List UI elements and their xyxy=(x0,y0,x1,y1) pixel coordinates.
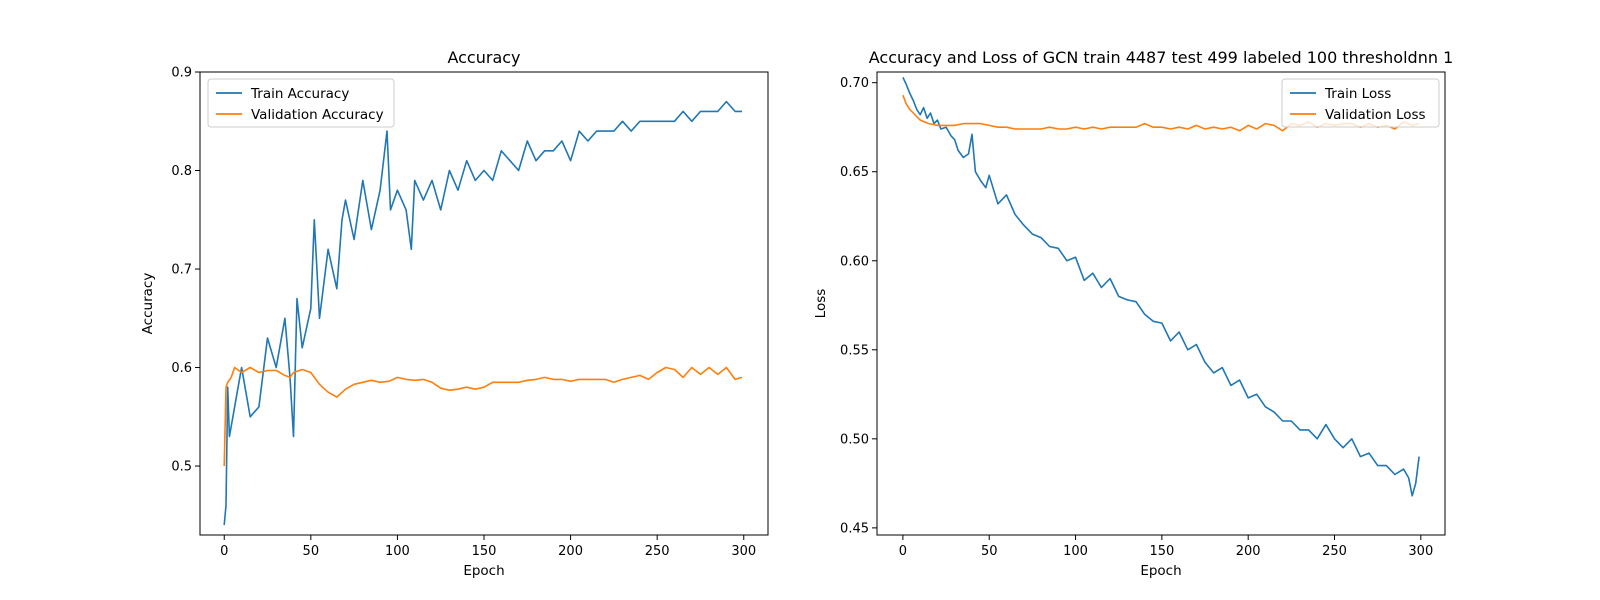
y-tick-label: 0.60 xyxy=(840,254,869,269)
x-axis-label: Epoch xyxy=(1140,563,1181,579)
legend-label: Validation Loss xyxy=(1325,107,1426,123)
legend-box xyxy=(1281,78,1440,128)
legend-box xyxy=(207,78,395,128)
y-tick-label: 0.65 xyxy=(840,165,869,180)
legend-label: Train Loss xyxy=(1324,86,1391,102)
chart-title: Accuracy and Loss of GCN train 4487 test… xyxy=(869,48,1454,67)
legend: Train Accuracy Validation Accuracy xyxy=(207,78,395,128)
x-tick-label: 250 xyxy=(1322,544,1347,559)
x-tick-label: 300 xyxy=(731,544,756,559)
y-tick-label: 0.6 xyxy=(171,361,192,376)
x-tick-label: 100 xyxy=(1063,544,1088,559)
x-tick-label: 0 xyxy=(220,544,228,559)
y-tick-label: 0.8 xyxy=(171,164,192,179)
x-tick-label: 100 xyxy=(385,544,410,559)
y-tick-label: 0.9 xyxy=(171,66,192,81)
x-tick-label: 200 xyxy=(558,544,583,559)
x-tick-label: 150 xyxy=(472,544,497,559)
accuracy-panel: 0 50 100 150 200 250 300 0.5 0.6 0.7 0.8 0.9 Accurac… xyxy=(140,48,769,579)
legend-label: Validation Accuracy xyxy=(251,107,384,123)
y-tick-label: 0.50 xyxy=(840,432,869,447)
y-axis-label: Accuracy xyxy=(140,273,156,335)
x-tick-label: 200 xyxy=(1236,544,1261,559)
plot-area-frame xyxy=(199,71,769,536)
y-tick-label: 0.55 xyxy=(840,343,869,358)
x-tick-label: 0 xyxy=(899,544,907,559)
legend-label: Train Accuracy xyxy=(250,86,349,102)
y-axis-label: Loss xyxy=(813,289,829,319)
series-line-validation-accuracy xyxy=(223,366,743,467)
chart-title: Accuracy xyxy=(447,48,520,67)
x-tick-label: 50 xyxy=(981,544,998,559)
y-tick-label: 0.70 xyxy=(840,76,869,91)
legend: Train Loss Validation Loss xyxy=(1281,78,1440,128)
x-tick-label: 150 xyxy=(1149,544,1174,559)
loss-panel: 0 50 100 150 200 250 300 0.45 0.50 0.55 0.60 0.65 0.… xyxy=(813,48,1453,579)
series-line-train-accuracy xyxy=(223,100,742,526)
y-tick-label: 0.5 xyxy=(171,460,192,475)
x-tick-label: 250 xyxy=(645,544,670,559)
series-line-train-loss xyxy=(902,76,1420,497)
y-tick-label: 0.45 xyxy=(840,521,869,536)
y-tick-label: 0.7 xyxy=(171,263,192,278)
x-tick-label: 50 xyxy=(303,544,320,559)
x-axis-label: Epoch xyxy=(463,563,504,579)
x-tick-label: 300 xyxy=(1408,544,1433,559)
plot-area-frame xyxy=(876,71,1446,536)
